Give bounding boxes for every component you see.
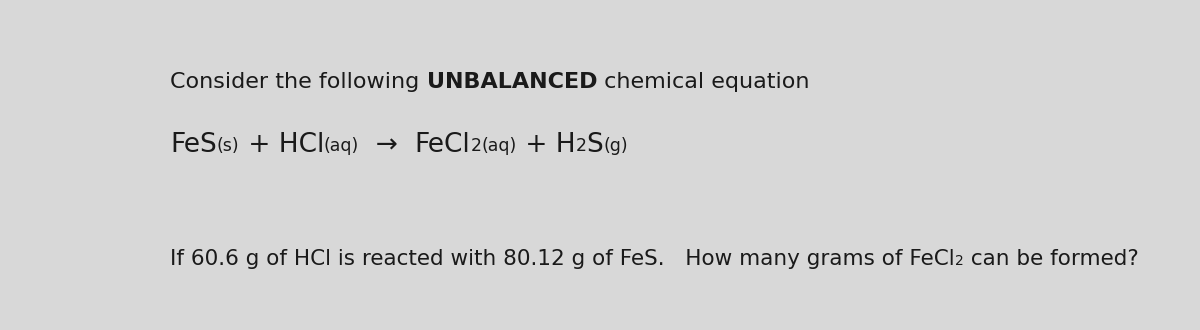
Text: UNBALANCED: UNBALANCED: [426, 72, 598, 92]
Text: (g): (g): [604, 137, 628, 155]
Text: (aq): (aq): [324, 137, 359, 155]
Text: + H: + H: [517, 132, 576, 158]
Text: 2: 2: [470, 137, 481, 155]
Text: chemical equation: chemical equation: [598, 72, 810, 92]
Text: 2: 2: [955, 254, 964, 268]
Text: (s): (s): [217, 137, 240, 155]
Text: + HCl: + HCl: [240, 132, 324, 158]
Text: FeS: FeS: [170, 132, 217, 158]
Text: If 60.6 g of HCl is reacted with 80.12 g of FeS.   How many grams of FeCl: If 60.6 g of HCl is reacted with 80.12 g…: [170, 249, 955, 269]
Text: (aq): (aq): [481, 137, 517, 155]
Text: Consider the following: Consider the following: [170, 72, 426, 92]
Text: FeCl: FeCl: [415, 132, 470, 158]
Text: →: →: [359, 132, 415, 158]
Text: can be formed?: can be formed?: [964, 249, 1139, 269]
Text: S: S: [587, 132, 604, 158]
Text: 2: 2: [576, 137, 587, 155]
